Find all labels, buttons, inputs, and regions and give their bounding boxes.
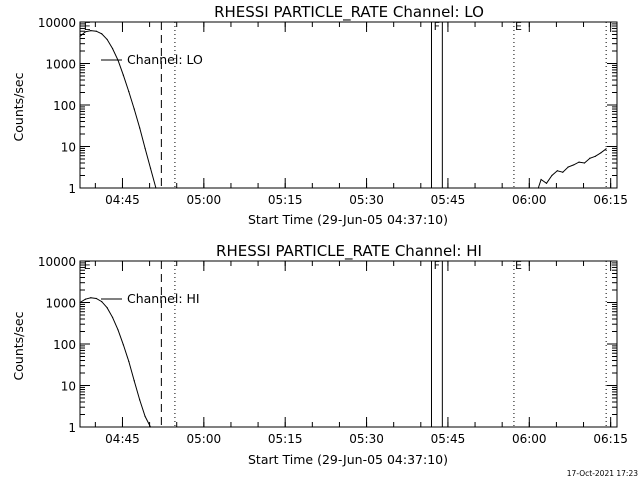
data-point-lo bbox=[589, 157, 591, 159]
data-point-lo bbox=[600, 152, 602, 154]
y-axis-label-lo: Counts/sec bbox=[11, 72, 26, 141]
data-point-lo bbox=[106, 38, 108, 41]
data-point-lo bbox=[573, 164, 575, 166]
chart-title-lo: RHESSI PARTICLE_RATE Channel: LO bbox=[214, 3, 484, 22]
x-tick-label-hi: 05:45 bbox=[431, 432, 466, 446]
plot-frame-lo bbox=[79, 21, 618, 189]
data-point-hi bbox=[117, 329, 119, 331]
data-point-hi bbox=[79, 301, 81, 304]
data-point-lo bbox=[139, 127, 141, 129]
data-point-hi bbox=[106, 307, 108, 309]
x-tick-label-hi: 05:00 bbox=[187, 432, 222, 446]
data-point-lo bbox=[133, 108, 135, 110]
data-point-hi bbox=[84, 298, 87, 300]
data-point-lo bbox=[144, 147, 146, 149]
legend-label-hi: Channel: HI bbox=[127, 291, 200, 306]
x-tick-label-lo: 06:00 bbox=[512, 193, 547, 207]
x-tick-label-hi: 05:30 bbox=[349, 432, 384, 446]
data-point-lo bbox=[556, 170, 558, 172]
data-point-lo bbox=[545, 182, 548, 184]
data-point-hi bbox=[122, 344, 124, 346]
y-tick-label-lo: 1 bbox=[68, 182, 76, 196]
x-tick-label-hi: 04:45 bbox=[105, 432, 140, 446]
data-point-lo bbox=[149, 167, 152, 169]
y-tick-label-hi: 10 bbox=[61, 380, 76, 394]
x-tick-label-hi: 06:00 bbox=[512, 432, 547, 446]
x-axis-label-hi: Start Time (29-Jun-05 04:37:10) bbox=[248, 452, 448, 467]
data-point-lo bbox=[537, 187, 539, 189]
x-tick-label-hi: 05:15 bbox=[268, 432, 303, 446]
data-point-lo bbox=[594, 155, 596, 157]
chart-title-hi: RHESSI PARTICLE_RATE Channel: HI bbox=[216, 242, 482, 261]
series-line-lo-1 bbox=[537, 148, 607, 189]
data-point-lo bbox=[551, 174, 553, 177]
y-tick-label-lo: 10000 bbox=[38, 16, 76, 30]
data-point-hi bbox=[128, 360, 130, 363]
data-point-lo bbox=[95, 30, 97, 32]
data-point-lo bbox=[128, 91, 130, 93]
data-point-lo bbox=[117, 59, 119, 61]
data-point-lo bbox=[567, 166, 569, 168]
x-tick-label-hi: 06:15 bbox=[593, 432, 628, 446]
series-line-hi-0 bbox=[79, 297, 151, 428]
x-tick-label-lo: 05:30 bbox=[349, 193, 384, 207]
y-tick-label-lo: 1000 bbox=[45, 58, 76, 72]
data-point-hi bbox=[90, 297, 92, 299]
x-tick-label-lo: 05:15 bbox=[268, 193, 303, 207]
data-point-hi bbox=[101, 301, 103, 303]
data-point-lo bbox=[562, 171, 564, 173]
data-point-lo bbox=[583, 162, 586, 164]
plot-frame-hi bbox=[79, 260, 618, 428]
data-point-lo bbox=[111, 47, 114, 50]
marker-e-hi: E bbox=[515, 259, 522, 272]
data-point-lo bbox=[605, 148, 607, 150]
data-point-lo bbox=[79, 35, 81, 37]
y-tick-label-hi: 100 bbox=[53, 338, 76, 352]
x-tick-label-lo: 05:00 bbox=[187, 193, 222, 207]
x-tick-label-lo: 05:45 bbox=[431, 193, 466, 207]
data-point-lo bbox=[101, 33, 103, 35]
data-point-hi bbox=[149, 426, 152, 428]
x-axis-label-lo: Start Time (29-Jun-05 04:37:10) bbox=[248, 212, 448, 227]
y-tick-label-lo: 100 bbox=[53, 99, 76, 113]
legend-label-lo: Channel: LO bbox=[127, 52, 203, 67]
y-tick-label-hi: 10000 bbox=[38, 255, 76, 269]
data-point-hi bbox=[133, 380, 135, 382]
y-tick-label-lo: 10 bbox=[61, 141, 76, 155]
footer-timestamp: 17-Oct-2021 17:23 bbox=[567, 469, 638, 478]
data-point-lo bbox=[84, 31, 87, 33]
x-tick-label-lo: 04:45 bbox=[105, 193, 140, 207]
marker-e-lo: E bbox=[84, 20, 91, 33]
data-point-lo bbox=[540, 178, 542, 181]
y-axis-label-hi: Counts/sec bbox=[11, 311, 26, 380]
marker-e-hi: E bbox=[84, 259, 91, 272]
data-point-hi bbox=[139, 399, 141, 401]
data-point-lo bbox=[122, 74, 124, 76]
data-point-lo bbox=[90, 30, 92, 32]
data-point-hi bbox=[111, 316, 114, 318]
marker-f-hi: F bbox=[434, 259, 440, 272]
data-point-lo bbox=[578, 161, 580, 163]
y-tick-label-hi: 1000 bbox=[45, 297, 76, 311]
data-point-hi bbox=[95, 297, 97, 300]
marker-e-lo: E bbox=[515, 20, 522, 33]
marker-f-lo: F bbox=[434, 20, 440, 33]
data-point-hi bbox=[144, 415, 146, 418]
x-tick-label-lo: 06:15 bbox=[593, 193, 628, 207]
y-tick-label-hi: 1 bbox=[68, 421, 76, 435]
data-point-lo bbox=[155, 187, 157, 189]
